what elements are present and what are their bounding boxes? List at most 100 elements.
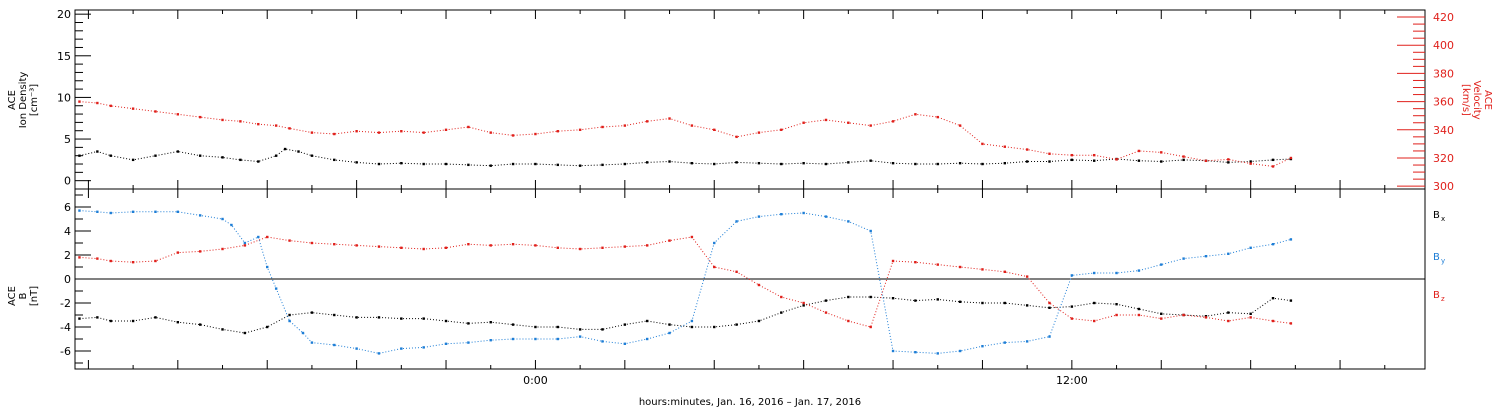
bx-trace xyxy=(79,296,1291,334)
density-point xyxy=(333,158,336,162)
density-tick-label: 20 xyxy=(57,8,71,21)
by-point xyxy=(422,346,425,349)
velocity-tick-label: 360 xyxy=(1433,96,1454,109)
bz-point xyxy=(1160,317,1163,320)
density-point xyxy=(310,154,314,157)
bz-point xyxy=(601,246,604,249)
density-point xyxy=(780,162,783,166)
bz-point xyxy=(176,251,180,254)
by-point xyxy=(869,229,872,233)
density-tick-label: 10 xyxy=(57,91,71,104)
legend-b-y-subscript: y xyxy=(1441,257,1445,265)
density-point xyxy=(377,162,381,166)
density-point xyxy=(283,147,287,151)
b-axis-title: ACE B [nT] xyxy=(7,286,40,306)
bz-point xyxy=(288,239,291,242)
bz-point xyxy=(1048,301,1051,305)
b-tick-label: -2 xyxy=(60,297,71,310)
by-point xyxy=(288,319,291,323)
density-point xyxy=(936,162,939,166)
bz-point xyxy=(1289,322,1293,325)
velocity-point xyxy=(198,115,202,119)
by-point xyxy=(230,223,233,227)
velocity-axis-title-line: ACE xyxy=(1482,90,1493,110)
density-point xyxy=(355,161,358,164)
velocity-point xyxy=(96,101,99,105)
bx-point xyxy=(355,316,358,319)
velocity-tick-label: 380 xyxy=(1433,67,1454,80)
density-point xyxy=(847,161,850,164)
bx-point xyxy=(266,325,269,329)
density-point xyxy=(257,160,260,163)
b-tick-label: 0 xyxy=(64,273,71,286)
velocity-point xyxy=(914,113,917,116)
by-point xyxy=(668,331,671,335)
x-tick-label: 12:00 xyxy=(1056,374,1088,387)
by-point xyxy=(735,220,738,223)
bx-point xyxy=(914,299,917,302)
bz-point xyxy=(78,256,81,259)
bz-point xyxy=(1204,316,1208,319)
density-point xyxy=(1160,160,1163,163)
bx-point xyxy=(96,316,99,319)
bz-point xyxy=(154,259,157,263)
bx-point xyxy=(467,322,470,325)
bx-point xyxy=(601,328,604,331)
by-point xyxy=(824,215,828,218)
velocity-point xyxy=(958,124,962,127)
legend-b-y: B xyxy=(1433,252,1440,263)
density-point xyxy=(274,154,278,157)
by-point xyxy=(96,210,99,213)
bz-point xyxy=(131,261,135,264)
density-point xyxy=(1271,158,1275,162)
velocity-point xyxy=(601,125,604,129)
bx-point xyxy=(1003,301,1007,305)
bx-point xyxy=(511,323,515,326)
velocity-tick-label: 420 xyxy=(1433,11,1454,24)
velocity-point xyxy=(1093,153,1096,157)
velocity-axis-title-line: Velocity xyxy=(1471,80,1482,119)
bz-trace xyxy=(79,236,1291,328)
b-tick-label: 2 xyxy=(64,249,71,262)
bz-point xyxy=(645,244,649,247)
velocity-point xyxy=(1025,148,1029,151)
density-axis-title-line: ACE xyxy=(7,90,18,110)
bx-point xyxy=(1093,301,1096,305)
bx-point xyxy=(310,311,314,314)
x-axis-title: hours:minutes, Jan. 16, 2016 – Jan. 17, … xyxy=(639,397,861,408)
density-point xyxy=(239,158,242,162)
velocity-tick-label: 320 xyxy=(1433,152,1454,165)
bz-point xyxy=(333,243,336,246)
density-point xyxy=(109,154,112,157)
x-tick-label: 0:00 xyxy=(523,374,548,387)
density-point xyxy=(1182,158,1185,162)
by-point xyxy=(78,209,81,212)
velocity-point xyxy=(154,110,157,113)
bx-point xyxy=(243,331,247,335)
density-point xyxy=(891,161,895,165)
velocity-point xyxy=(735,135,738,139)
by-point xyxy=(257,235,260,239)
by-point xyxy=(176,210,180,213)
bz-point xyxy=(1182,313,1185,317)
bz-point xyxy=(1070,317,1074,320)
bx-point xyxy=(1227,311,1230,314)
by-point xyxy=(1160,263,1163,266)
bz-point xyxy=(1227,319,1230,323)
density-point xyxy=(444,162,448,166)
density-point xyxy=(176,150,180,153)
by-trace xyxy=(79,210,1292,354)
legend-b-x-subscript: x xyxy=(1441,215,1445,223)
density-point xyxy=(645,161,649,164)
bx-point xyxy=(377,316,381,319)
density-point xyxy=(824,162,828,166)
plasma-panel-frame xyxy=(74,9,1426,190)
b-tick-label: -4 xyxy=(60,321,71,334)
bz-point xyxy=(400,246,403,249)
bz-point xyxy=(198,250,202,253)
bx-point xyxy=(757,319,761,323)
bz-point xyxy=(310,241,314,245)
velocity-point xyxy=(333,132,336,136)
by-point xyxy=(377,352,381,355)
